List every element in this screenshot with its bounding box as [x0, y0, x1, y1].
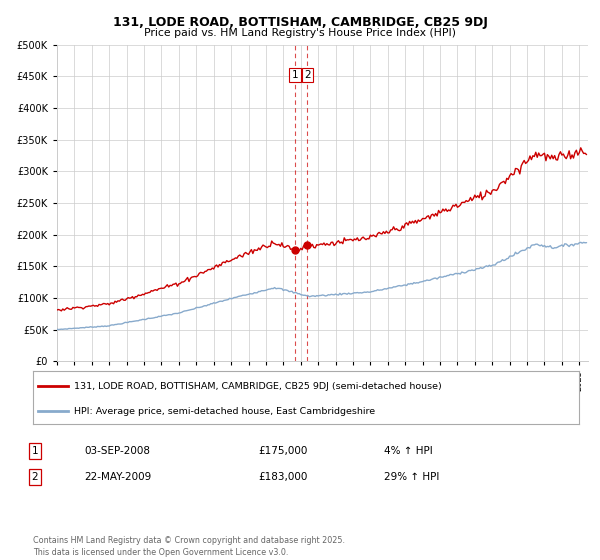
Text: £175,000: £175,000 — [258, 446, 307, 456]
Text: 2: 2 — [31, 472, 38, 482]
Text: 2: 2 — [304, 70, 311, 80]
Text: £183,000: £183,000 — [258, 472, 307, 482]
Text: 1: 1 — [292, 70, 298, 80]
Text: 131, LODE ROAD, BOTTISHAM, CAMBRIDGE, CB25 9DJ: 131, LODE ROAD, BOTTISHAM, CAMBRIDGE, CB… — [113, 16, 487, 29]
Text: 4% ↑ HPI: 4% ↑ HPI — [384, 446, 433, 456]
Text: Price paid vs. HM Land Registry's House Price Index (HPI): Price paid vs. HM Land Registry's House … — [144, 28, 456, 38]
Text: 1: 1 — [31, 446, 38, 456]
Text: HPI: Average price, semi-detached house, East Cambridgeshire: HPI: Average price, semi-detached house,… — [74, 407, 375, 416]
Text: 131, LODE ROAD, BOTTISHAM, CAMBRIDGE, CB25 9DJ (semi-detached house): 131, LODE ROAD, BOTTISHAM, CAMBRIDGE, CB… — [74, 382, 442, 391]
Text: 29% ↑ HPI: 29% ↑ HPI — [384, 472, 439, 482]
Text: 03-SEP-2008: 03-SEP-2008 — [84, 446, 150, 456]
Text: 22-MAY-2009: 22-MAY-2009 — [84, 472, 151, 482]
Text: Contains HM Land Registry data © Crown copyright and database right 2025.
This d: Contains HM Land Registry data © Crown c… — [33, 536, 345, 557]
